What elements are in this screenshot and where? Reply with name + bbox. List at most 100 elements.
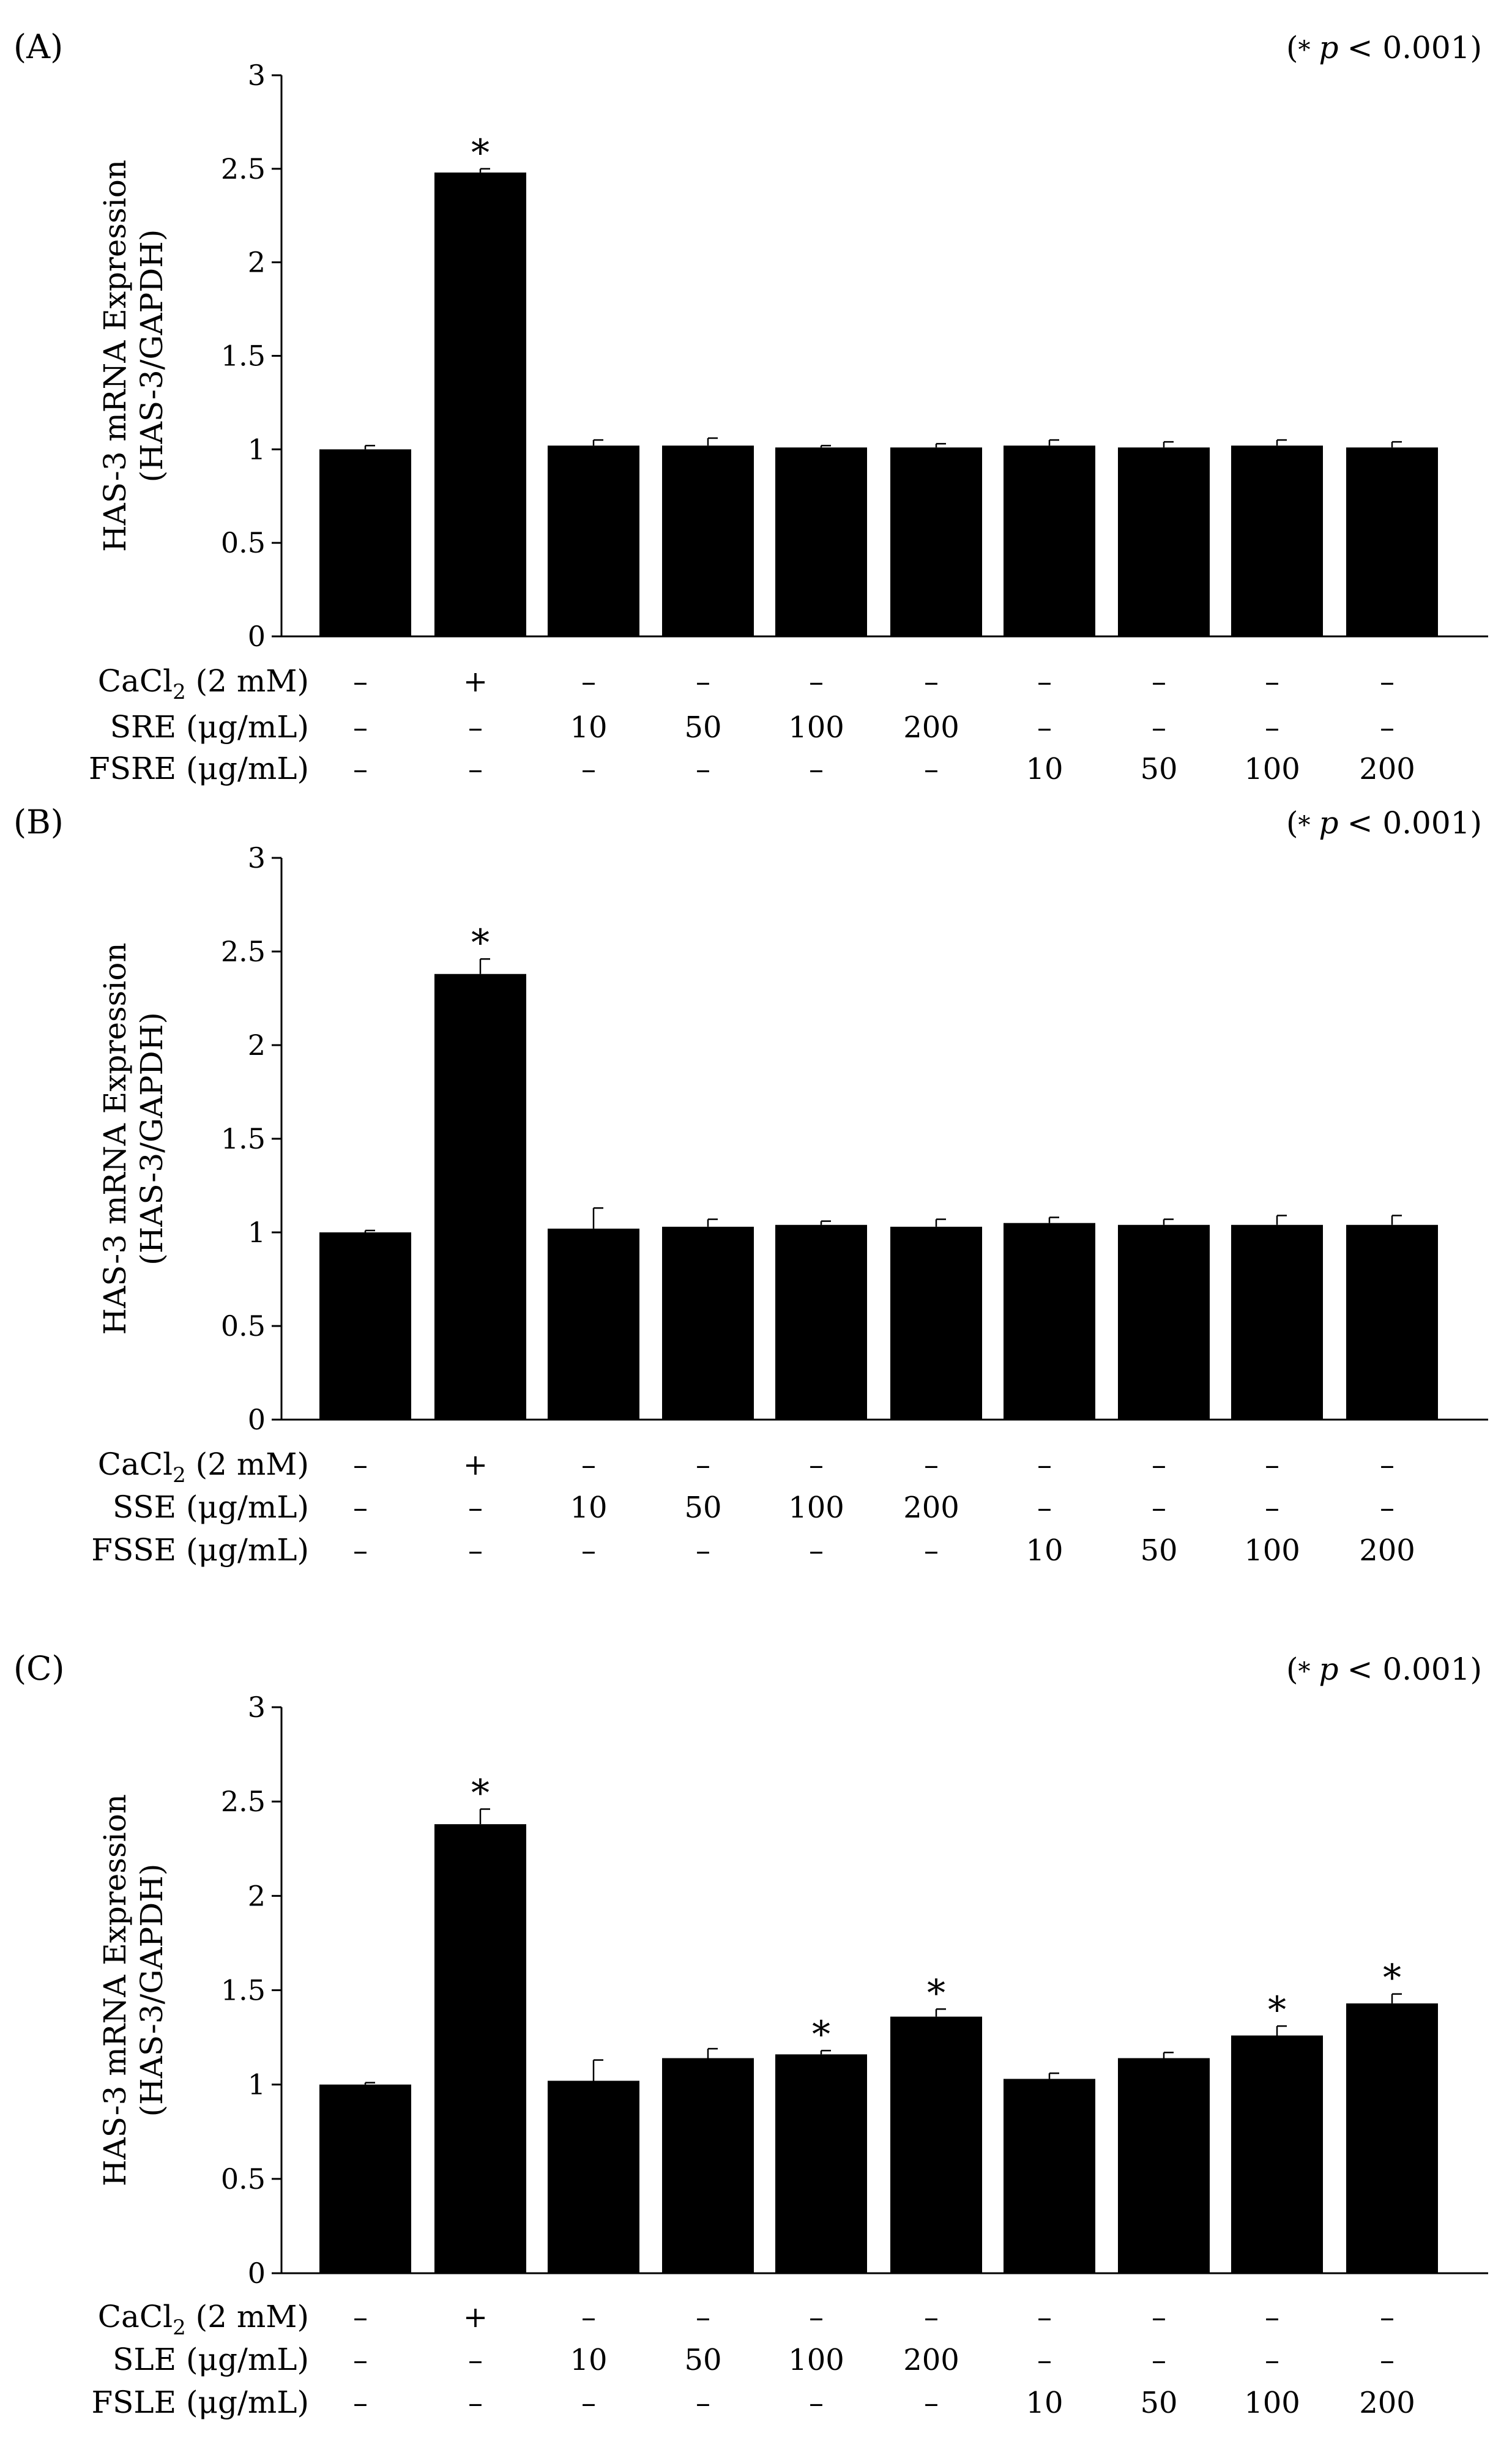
y-tick-label: 1.5: [221, 1974, 266, 2007]
y-tick-label: 3: [248, 59, 266, 92]
condition-row-label: FSSE (μg/mL): [91, 1532, 309, 1568]
condition-dash: –: [1380, 665, 1395, 699]
bar: [775, 1224, 867, 1420]
condition-dash: –: [353, 1491, 368, 1525]
significance-note: (* p < 0.001): [1286, 1652, 1482, 1687]
significance-star: *: [471, 1772, 490, 1815]
condition-dash: –: [581, 1448, 596, 1482]
condition-value: 50: [1140, 1533, 1177, 1568]
y-axis-title-line-2: (HAS-3/GAPDH): [134, 1012, 169, 1265]
condition-value: 50: [1140, 752, 1177, 786]
y-tick-label: 1.5: [221, 1122, 266, 1155]
condition-dash: –: [1037, 665, 1052, 699]
condition-name: FSSE (μg/mL): [91, 1532, 309, 1568]
condition-value: 50: [684, 710, 721, 745]
condition-dash: –: [1152, 2343, 1166, 2377]
condition-value: 50: [1140, 2386, 1177, 2420]
note-star: *: [1298, 1658, 1311, 1686]
bar: [1231, 2035, 1323, 2273]
condition-name: CaCl: [98, 663, 173, 699]
condition-value: 200: [1359, 1533, 1415, 1568]
y-tick-label: 0: [248, 620, 266, 653]
y-tick-label: 2.5: [221, 152, 266, 185]
condition-row-label: CaCl2 (2 mM): [98, 2299, 309, 2340]
condition-value: +: [463, 2300, 488, 2334]
condition-dash: –: [1380, 1448, 1395, 1482]
y-axis-title: HAS-3 mRNA Expression: [97, 942, 133, 1335]
condition-dash: –: [1037, 2300, 1052, 2334]
condition-dash: –: [468, 710, 483, 745]
condition-value: 10: [570, 1491, 607, 1525]
bar: [1346, 1224, 1438, 1420]
y-tick-label: 1: [248, 1216, 266, 1249]
bar: [1118, 2058, 1210, 2273]
condition-dash: –: [696, 665, 710, 699]
condition-dash: –: [809, 752, 824, 786]
condition-dash: –: [809, 2300, 824, 2334]
y-tick-label: 1: [248, 433, 266, 466]
condition-dash: –: [581, 2300, 596, 2334]
condition-dash: –: [1265, 710, 1279, 745]
bar: [1346, 447, 1438, 636]
y-tick-label: 3: [248, 1691, 266, 1724]
condition-dash: –: [353, 1448, 368, 1482]
y-axis-title-line-2: (HAS-3/GAPDH): [134, 229, 169, 483]
condition-dash: –: [809, 1533, 824, 1568]
y-tick-label: 0.5: [221, 526, 266, 559]
condition-value: 10: [1026, 752, 1063, 786]
note-threshold: < 0.001): [1347, 805, 1482, 841]
panel-label: (B): [13, 803, 64, 841]
bar: [319, 449, 411, 636]
y-axis-title: HAS-3 mRNA Expression: [97, 1794, 133, 2186]
note-p: p: [1319, 1652, 1339, 1687]
significance-note: (* p < 0.001): [1286, 805, 1482, 841]
condition-name: FSRE (μg/mL): [89, 751, 309, 786]
note-open-paren: (: [1286, 1652, 1298, 1687]
condition-dash: –: [1037, 1448, 1052, 1482]
condition-dash: –: [1037, 2343, 1052, 2377]
note-open-paren: (: [1286, 30, 1298, 65]
condition-value: 200: [903, 2343, 959, 2377]
condition-dash: –: [581, 1533, 596, 1568]
condition-dash: –: [696, 1448, 710, 1482]
condition-dash: –: [924, 665, 939, 699]
condition-dash: –: [353, 2343, 368, 2377]
condition-value: 200: [1359, 2386, 1415, 2420]
condition-dash: –: [1265, 1491, 1279, 1525]
bar: [548, 1228, 639, 1420]
y-tick-label: 2.5: [221, 1785, 266, 1818]
condition-unit: (2 mM): [186, 663, 309, 699]
condition-dash: –: [924, 752, 939, 786]
condition-dash: –: [468, 2386, 483, 2420]
bar: [1231, 445, 1323, 636]
condition-dash: –: [1152, 665, 1166, 699]
condition-value: 50: [684, 2343, 721, 2377]
condition-value: 100: [788, 710, 844, 745]
condition-dash: –: [1380, 2300, 1395, 2334]
note-p: p: [1319, 805, 1339, 841]
condition-name: CaCl: [98, 2299, 173, 2334]
condition-dash: –: [809, 2386, 824, 2420]
significance-note: (* p < 0.001): [1286, 30, 1482, 65]
y-axis-title: HAS-3 mRNA Expression: [97, 160, 133, 552]
condition-name: SRE (μg/mL): [110, 709, 309, 745]
condition-value: 100: [1244, 752, 1300, 786]
y-tick-label: 1.5: [221, 340, 266, 373]
bar: [890, 2016, 982, 2273]
note-threshold: < 0.001): [1347, 30, 1482, 65]
condition-dash: –: [696, 1533, 710, 1568]
condition-dash: –: [696, 2386, 710, 2420]
condition-value: 100: [788, 2343, 844, 2377]
condition-dash: –: [924, 1533, 939, 1568]
bar: [890, 447, 982, 636]
note-star: *: [1298, 811, 1311, 840]
bar: [1004, 1223, 1095, 1420]
condition-dash: –: [924, 1448, 939, 1482]
condition-dash: –: [1152, 2300, 1166, 2334]
bar: [662, 445, 754, 636]
bar: [319, 1232, 411, 1420]
condition-dash: –: [1265, 1448, 1279, 1482]
condition-dash: –: [809, 1448, 824, 1482]
